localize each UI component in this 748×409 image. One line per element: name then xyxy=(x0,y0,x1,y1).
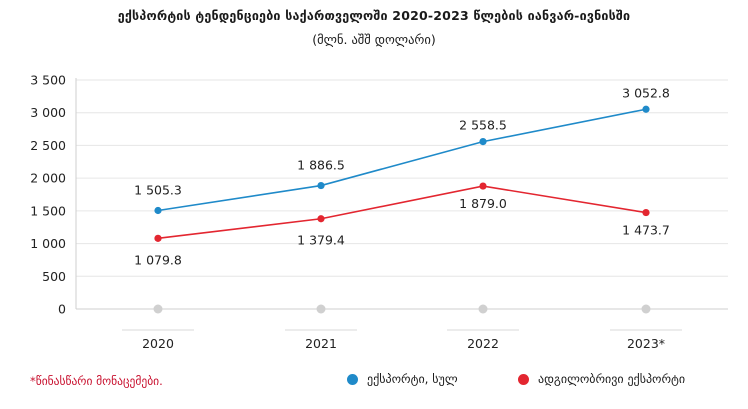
zero-marker xyxy=(153,304,163,314)
legend-export-dot xyxy=(347,373,358,385)
data-label-domestic: 1 879.0 xyxy=(459,196,507,211)
data-point-domestic xyxy=(479,182,487,190)
data-label-domestic: 1 379.4 xyxy=(297,233,345,248)
zero-marker xyxy=(478,304,488,314)
data-point-domestic xyxy=(317,215,325,223)
y-tick-label: 1 500 xyxy=(30,203,66,218)
legend-item-domestic-export: ადგილობრივი ექსპორტი xyxy=(518,372,685,386)
legend-export-label: ექსპორტი, სულ xyxy=(367,372,458,386)
data-label-domestic: 1 473.7 xyxy=(622,223,670,238)
series-line-export xyxy=(157,108,647,212)
x-tick-label: 2023* xyxy=(627,336,665,351)
data-point-export xyxy=(317,181,325,190)
chart-subtitle: (მლნ. აშშ დოლარი) xyxy=(312,32,436,47)
y-tick-label: 2 000 xyxy=(30,171,66,186)
data-point-export xyxy=(479,138,487,146)
data-point-domestic xyxy=(642,208,650,217)
legend-item-export: ექსპორტი, სულ xyxy=(347,372,458,386)
y-tick-label: 2 500 xyxy=(30,138,66,153)
zero-marker xyxy=(316,304,326,314)
zero-marker xyxy=(641,304,651,314)
data-label-export: 1 886.5 xyxy=(297,158,345,173)
preliminary-data-note: *წინასწარი მონაცემები. xyxy=(30,374,163,388)
x-tick-label: 2022 xyxy=(467,336,499,351)
data-label-export: 2 558.5 xyxy=(459,118,507,133)
data-point-domestic xyxy=(154,234,162,242)
data-point-export xyxy=(642,105,650,113)
data-label-export: 3 052.8 xyxy=(622,85,670,100)
data-label-export: 1 505.3 xyxy=(134,183,182,198)
legend-domestic-label: ადგილობრივი ექსპორტი xyxy=(538,372,686,386)
legend-domestic-dot xyxy=(518,373,529,385)
data-label-domestic: 1 079.8 xyxy=(134,252,182,267)
y-tick-label: 1 000 xyxy=(30,236,66,251)
data-point-export xyxy=(154,206,162,215)
x-tick-label: 2020 xyxy=(142,336,174,351)
y-tick-label: 0 xyxy=(58,302,66,317)
chart-title: ექსპორტის ტენდენციები საქართველოში 2020-… xyxy=(117,8,631,23)
series-line-domestic xyxy=(157,185,647,240)
y-tick-label: 3 500 xyxy=(30,73,66,88)
y-tick-label: 500 xyxy=(42,269,66,284)
x-tick-label: 2021 xyxy=(305,336,337,351)
y-tick-label: 3 000 xyxy=(30,105,66,120)
